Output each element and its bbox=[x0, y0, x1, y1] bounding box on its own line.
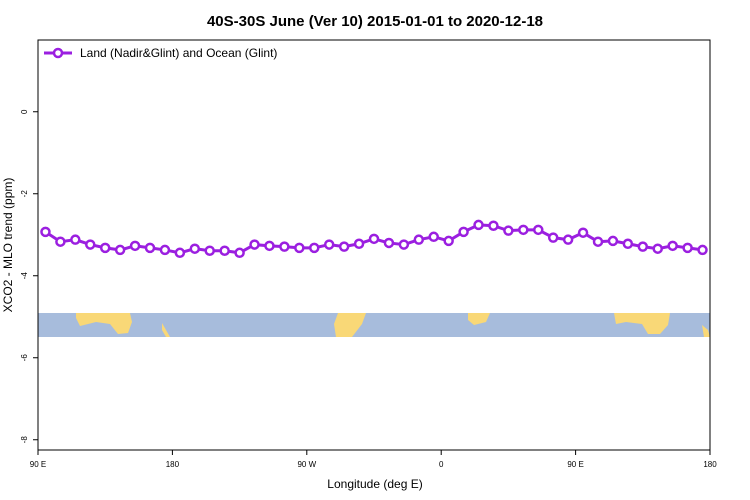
data-point bbox=[114, 244, 126, 256]
data-point bbox=[428, 231, 439, 243]
x-tick-label: 90 W bbox=[297, 460, 316, 469]
data-point bbox=[473, 219, 484, 231]
y-tick-label: 0 bbox=[20, 109, 29, 114]
land bbox=[614, 313, 670, 334]
x-tick-label: 90 E bbox=[30, 460, 46, 469]
data-point bbox=[637, 241, 649, 252]
data-point bbox=[518, 224, 529, 236]
data-point bbox=[353, 238, 365, 250]
ocean bbox=[38, 313, 710, 337]
x-tick-label: 180 bbox=[166, 460, 180, 469]
data-point bbox=[697, 244, 708, 256]
data-point bbox=[533, 224, 544, 236]
y-tick-label: -6 bbox=[20, 354, 29, 362]
data-point bbox=[667, 240, 678, 252]
data-point bbox=[129, 240, 141, 252]
data-point bbox=[55, 236, 66, 247]
land bbox=[162, 323, 170, 337]
x-tick-label: 90 E bbox=[567, 460, 583, 469]
chart-title: 40S-30S June (Ver 10) 2015-01-01 to 2020… bbox=[207, 13, 543, 30]
data-point bbox=[219, 245, 230, 256]
data-point bbox=[592, 236, 604, 247]
y-tick-label: -4 bbox=[20, 272, 29, 280]
data-point bbox=[144, 242, 156, 254]
data-point bbox=[70, 234, 81, 245]
land bbox=[702, 325, 710, 337]
y-tick-label: -2 bbox=[20, 190, 29, 198]
data-point bbox=[443, 235, 454, 247]
data-point bbox=[279, 241, 290, 252]
data-point bbox=[174, 247, 186, 259]
data-point bbox=[309, 242, 320, 254]
data-point bbox=[204, 245, 215, 256]
data-point bbox=[264, 240, 275, 252]
data-point bbox=[622, 238, 634, 250]
data-point bbox=[40, 226, 51, 238]
land bbox=[76, 313, 132, 334]
data-point bbox=[234, 247, 245, 259]
data-point bbox=[488, 220, 499, 231]
legend-marker bbox=[52, 47, 64, 59]
data-point bbox=[547, 232, 559, 243]
data-point bbox=[383, 237, 395, 249]
data-point bbox=[577, 227, 589, 238]
map-band bbox=[38, 313, 710, 337]
land bbox=[334, 313, 366, 337]
x-axis-label: Longitude (deg E) bbox=[327, 477, 422, 491]
data-point bbox=[159, 244, 171, 256]
data-point bbox=[682, 242, 693, 254]
x-tick-label: 180 bbox=[703, 460, 717, 469]
y-axis-label: XCO2 - MLO trend (ppm) bbox=[1, 178, 15, 313]
data-point bbox=[99, 242, 111, 254]
y-tick-label: -8 bbox=[20, 436, 29, 444]
data-point bbox=[652, 243, 663, 254]
data-point bbox=[294, 242, 305, 254]
data-point bbox=[338, 241, 350, 252]
data-point bbox=[607, 235, 619, 247]
data-point bbox=[323, 239, 335, 250]
data-point bbox=[562, 234, 574, 245]
data-point bbox=[398, 239, 410, 250]
legend-label: Land (Nadir&Glint) and Ocean (Glint) bbox=[80, 46, 277, 60]
data-point bbox=[458, 226, 469, 238]
data-point bbox=[503, 225, 514, 236]
x-tick-label: 0 bbox=[439, 460, 444, 469]
data-point bbox=[85, 239, 96, 250]
land bbox=[468, 313, 490, 325]
data-point bbox=[413, 234, 425, 245]
data-point bbox=[368, 233, 380, 245]
plot-frame bbox=[37, 39, 711, 451]
data-point bbox=[249, 239, 260, 250]
data-point bbox=[189, 243, 201, 254]
